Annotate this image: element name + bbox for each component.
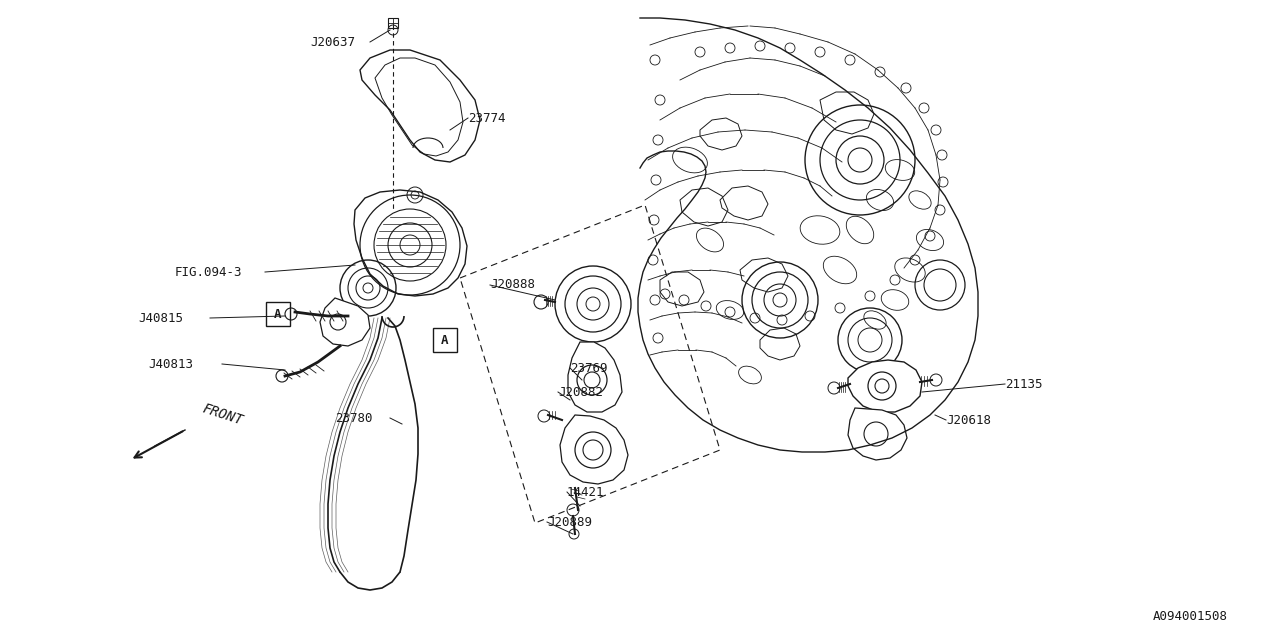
Polygon shape xyxy=(849,360,922,412)
Text: J20888: J20888 xyxy=(490,278,535,291)
Text: J40813: J40813 xyxy=(148,358,193,371)
Polygon shape xyxy=(568,342,622,412)
Text: A094001508: A094001508 xyxy=(1152,609,1228,623)
Text: 23769: 23769 xyxy=(570,362,608,374)
Text: J20618: J20618 xyxy=(946,413,991,426)
Text: A: A xyxy=(442,333,449,346)
Text: FIG.094-3: FIG.094-3 xyxy=(175,266,242,278)
Text: 14421: 14421 xyxy=(567,486,604,499)
Polygon shape xyxy=(561,415,628,484)
Polygon shape xyxy=(320,298,370,346)
Polygon shape xyxy=(355,190,467,296)
Polygon shape xyxy=(388,18,398,28)
Polygon shape xyxy=(849,408,908,460)
Text: A: A xyxy=(274,307,282,321)
Polygon shape xyxy=(360,50,480,162)
Text: FRONT: FRONT xyxy=(200,402,244,428)
Text: 21135: 21135 xyxy=(1005,378,1042,390)
Text: 23774: 23774 xyxy=(468,111,506,125)
Text: J20882: J20882 xyxy=(558,385,603,399)
Text: J40815: J40815 xyxy=(138,312,183,324)
Text: J20637: J20637 xyxy=(310,35,355,49)
Text: 23780: 23780 xyxy=(335,412,372,424)
Text: J20889: J20889 xyxy=(547,515,591,529)
